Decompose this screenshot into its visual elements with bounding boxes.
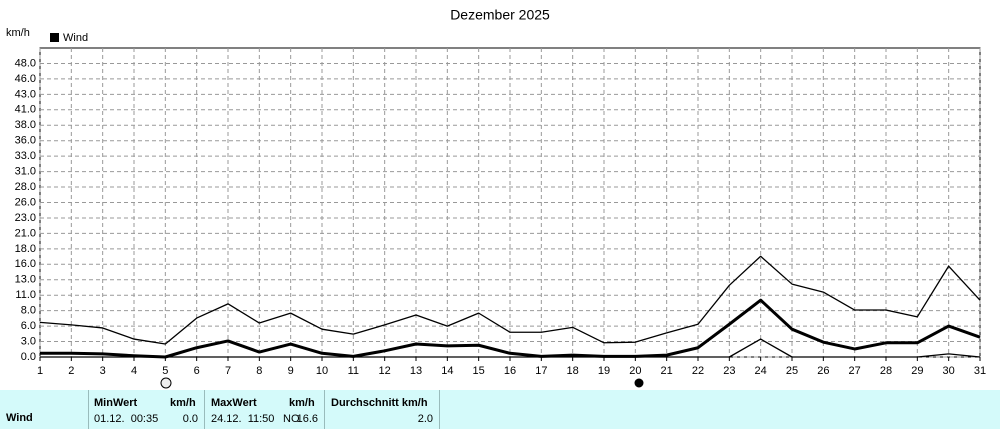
y-tick-label: 23.0 bbox=[15, 212, 36, 224]
x-tick-label: 22 bbox=[692, 365, 704, 377]
y-tick-label: 33.0 bbox=[15, 150, 36, 162]
min-unit: km/h bbox=[170, 397, 196, 409]
y-tick-label: 43.0 bbox=[15, 88, 36, 100]
x-tick-label: 7 bbox=[225, 365, 231, 377]
y-tick-label: 41.0 bbox=[15, 104, 36, 116]
y-tick-label: 18.0 bbox=[15, 243, 36, 255]
x-tick-label: 2 bbox=[68, 365, 74, 377]
max-label: MaxWert bbox=[211, 397, 257, 409]
x-tick-label: 27 bbox=[849, 365, 861, 377]
x-tick-label: 11 bbox=[348, 365, 359, 377]
x-tick-label: 19 bbox=[598, 365, 610, 377]
x-tick-label: 10 bbox=[316, 365, 328, 377]
min-label: MinWert bbox=[94, 397, 138, 409]
avg-cell: Durchschnitt km/h 2.0 bbox=[325, 390, 440, 429]
max-value: 16.6 bbox=[296, 413, 318, 425]
x-tick-label: 6 bbox=[194, 365, 200, 377]
y-tick-label: 36.0 bbox=[15, 135, 36, 147]
x-tick-label: 8 bbox=[256, 365, 262, 377]
min-time: 01.12. 00:35 bbox=[94, 413, 159, 425]
chart-title: Dezember 2025 bbox=[450, 7, 550, 23]
x-tick-label: 17 bbox=[535, 365, 547, 377]
y-tick-label: 6.0 bbox=[21, 320, 36, 332]
x-tick-label: 1 bbox=[37, 365, 43, 377]
y-tick-label: 46.0 bbox=[15, 73, 36, 85]
series-line bbox=[39, 255, 981, 345]
avg-label: Durchschnitt km/h bbox=[331, 397, 428, 409]
y-tick-label: 48.0 bbox=[15, 57, 36, 69]
summary-table: Wind MinWert km/h 01.12. 00:35 0.0 MaxWe… bbox=[0, 390, 1000, 429]
y-tick-label: 21.0 bbox=[15, 227, 36, 239]
y-tick-label: 13.0 bbox=[15, 274, 36, 286]
x-tick-label: 21 bbox=[661, 365, 673, 377]
y-tick-label: 16.0 bbox=[15, 258, 36, 270]
max-dir: NO bbox=[283, 413, 300, 425]
series-line bbox=[40, 298, 981, 359]
moon-full bbox=[160, 377, 172, 389]
row-cell: Wind bbox=[0, 390, 89, 429]
x-tick-label: 31 bbox=[974, 365, 986, 377]
min-value: 0.0 bbox=[182, 413, 198, 425]
avg-value: 2.0 bbox=[417, 413, 433, 425]
x-tick-label: 15 bbox=[473, 365, 485, 377]
y-tick-label: 8.0 bbox=[21, 305, 36, 317]
legend-swatch bbox=[50, 33, 59, 42]
x-tick-label: 28 bbox=[880, 365, 892, 377]
x-tick-label: 4 bbox=[131, 365, 137, 377]
y-tick-label: 31.0 bbox=[15, 166, 36, 178]
y-tick-label: 28.0 bbox=[15, 181, 36, 193]
y-tick-label: 26.0 bbox=[15, 196, 36, 208]
moon-new bbox=[634, 378, 644, 388]
x-tick-label: 24 bbox=[755, 365, 767, 377]
max-unit: km/h bbox=[289, 397, 315, 409]
max-cell: MaxWert km/h 24.12. 11:50 NO 16.6 bbox=[205, 390, 325, 429]
x-tick-label: 25 bbox=[786, 365, 798, 377]
max-time: 24.12. 11:50 bbox=[211, 413, 275, 425]
x-tick-label: 14 bbox=[441, 365, 453, 377]
x-tick-label: 20 bbox=[629, 365, 641, 377]
x-tick-label: 26 bbox=[817, 365, 829, 377]
x-tick-label: 29 bbox=[911, 365, 923, 377]
chart: Dezember 2025 km/h Wind 0.0 3.0 6.0 8.0 11.0… bbox=[6, 7, 986, 389]
legend-label: Wind bbox=[63, 32, 88, 44]
y-unit: km/h bbox=[6, 27, 30, 39]
y-tick-label: 38.0 bbox=[15, 119, 36, 131]
x-tick-label: 13 bbox=[410, 365, 422, 377]
x-tick-label: 5 bbox=[162, 365, 168, 377]
x-tick-label: 3 bbox=[100, 365, 106, 377]
y-tick-label: 11.0 bbox=[15, 289, 36, 301]
min-cell: MinWert km/h 01.12. 00:35 0.0 bbox=[88, 390, 205, 429]
y-tick-label: 0.0 bbox=[21, 351, 36, 363]
x-tick-label: 18 bbox=[567, 365, 579, 377]
x-tick-label: 9 bbox=[288, 365, 294, 377]
x-tick-label: 12 bbox=[379, 365, 391, 377]
y-tick-label: 3.0 bbox=[21, 335, 36, 347]
x-tick-label: 16 bbox=[504, 365, 516, 377]
x-tick-label: 23 bbox=[723, 365, 735, 377]
series-line bbox=[40, 338, 981, 358]
row-label: Wind bbox=[6, 412, 33, 424]
x-tick-label: 30 bbox=[943, 365, 955, 377]
